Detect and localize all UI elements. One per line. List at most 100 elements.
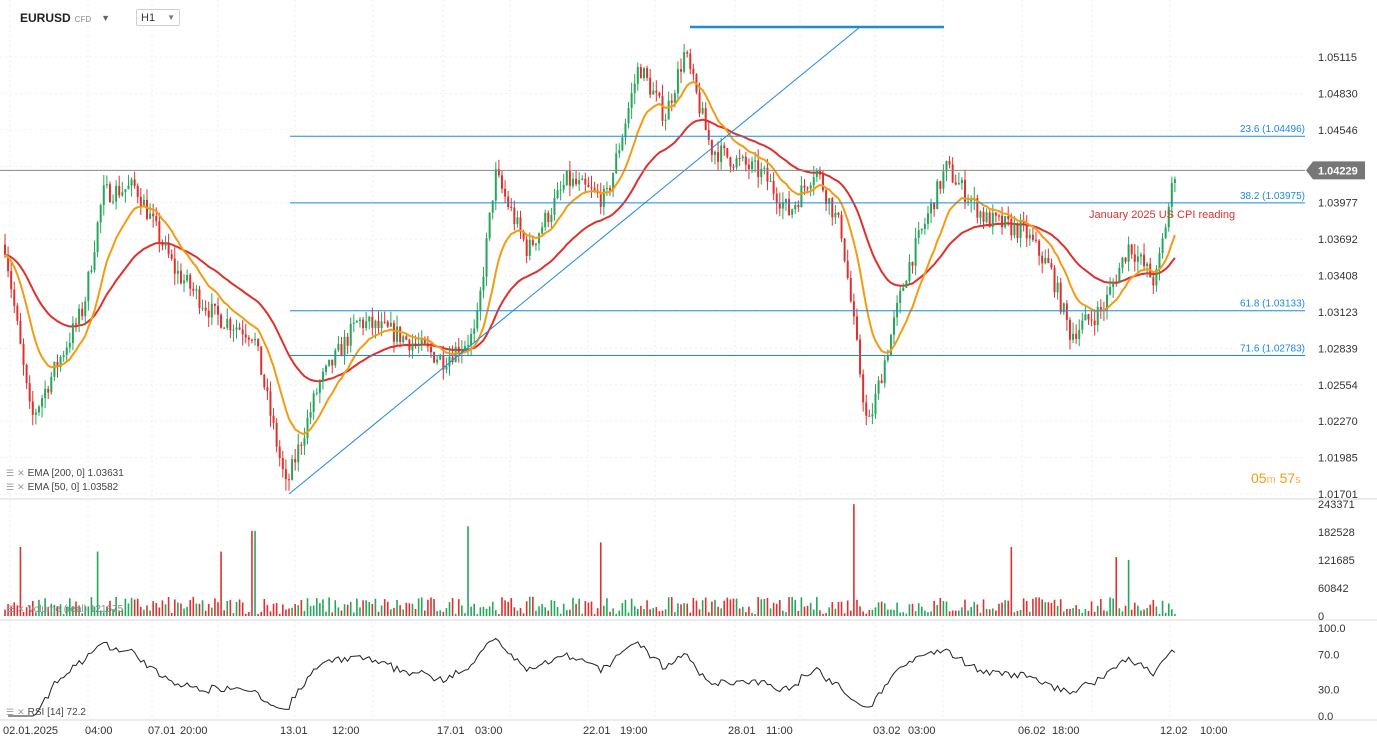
candle-body xyxy=(781,202,784,209)
volume-bar xyxy=(751,612,753,616)
volume-bar xyxy=(1066,609,1068,616)
volume-bar xyxy=(590,601,593,616)
candle-body xyxy=(482,276,485,291)
volume-bar xyxy=(13,602,16,616)
volume-bar xyxy=(359,607,361,616)
candle-body xyxy=(1158,253,1161,270)
close-icon[interactable]: ✕ xyxy=(17,468,25,478)
volume-bar xyxy=(272,603,275,616)
candle-body xyxy=(457,346,460,354)
volume-bar xyxy=(121,609,124,616)
candle-body xyxy=(1013,223,1016,236)
volume-bar xyxy=(874,607,877,616)
volume-bar xyxy=(593,614,596,616)
candle-body xyxy=(1007,216,1010,220)
candle-body xyxy=(612,173,615,191)
volume-bar xyxy=(936,604,939,616)
candle-body xyxy=(352,322,355,324)
candle-body xyxy=(386,321,389,327)
volume-bar xyxy=(1143,609,1145,616)
candle-body xyxy=(1167,206,1170,228)
legend-ema50[interactable]: ☰ ✕ EMA [50, 0] 1.03582 xyxy=(6,482,118,493)
volume-bar xyxy=(211,607,213,616)
volume-bar xyxy=(173,599,176,616)
volume-bar xyxy=(871,609,874,616)
legend-ema200[interactable]: ☰ ✕ EMA [200, 0] 1.03631 xyxy=(6,468,124,479)
candle-body xyxy=(161,242,164,246)
candle-body xyxy=(346,336,349,346)
volume-bar xyxy=(945,601,948,616)
volume-bar xyxy=(41,611,43,616)
candle-body xyxy=(754,160,757,162)
volume-bar xyxy=(951,610,954,616)
candle-body xyxy=(744,156,747,165)
candle-body xyxy=(470,333,473,346)
volume-bar xyxy=(837,601,840,616)
time-tick-label: 17.01 xyxy=(437,725,465,737)
menu-icon[interactable]: ☰ xyxy=(6,707,15,717)
candle-body xyxy=(1010,219,1013,236)
volume-bar xyxy=(1004,600,1006,616)
ema200-line xyxy=(4,118,1176,383)
candle-body xyxy=(201,307,204,309)
candle-body xyxy=(544,212,547,228)
timeframe-select[interactable]: H1 ▼ xyxy=(136,9,180,26)
volume-bar xyxy=(1007,600,1010,616)
volume-bar xyxy=(1100,599,1102,616)
time-tick-label: 13.01 xyxy=(280,725,308,737)
legend-ema200-label: EMA [200, 0] 1.03631 xyxy=(27,468,124,479)
candle-body xyxy=(556,190,559,198)
candle-body xyxy=(627,108,630,124)
symbol-selector[interactable]: EURUSD CFD ▼ xyxy=(20,8,110,28)
candle-body xyxy=(602,188,605,207)
candle-body xyxy=(1093,320,1096,326)
candle-body xyxy=(238,327,241,330)
volume-bar xyxy=(920,606,923,616)
volume-bar xyxy=(241,602,244,616)
candle-body xyxy=(964,179,967,202)
candle-body xyxy=(1016,223,1019,238)
candle-body xyxy=(618,150,621,154)
rsi-line xyxy=(8,637,1176,717)
volume-bar xyxy=(115,596,117,616)
volume-bar xyxy=(964,599,966,616)
candle-body xyxy=(917,230,920,238)
candle-body xyxy=(516,217,519,225)
menu-icon[interactable]: ☰ xyxy=(6,468,15,478)
candle-body xyxy=(1173,179,1176,183)
candle-body xyxy=(1099,307,1102,310)
candle-body xyxy=(31,401,34,415)
chevron-down-icon[interactable]: ▼ xyxy=(101,13,111,23)
volume-bar xyxy=(430,597,432,616)
candle-body xyxy=(392,322,395,342)
volume-bar xyxy=(1161,600,1164,616)
candle-body xyxy=(102,185,105,206)
candle-body xyxy=(436,359,439,363)
candle-body xyxy=(834,212,837,218)
volume-bar xyxy=(513,607,516,616)
volume-bar xyxy=(28,605,31,616)
candle-body xyxy=(868,415,871,417)
instrument-type: CFD xyxy=(74,15,92,24)
candle-body xyxy=(374,320,377,328)
candle-body xyxy=(1124,257,1127,262)
candle-body xyxy=(325,365,328,372)
candle-body xyxy=(56,362,59,367)
menu-icon[interactable]: ☰ xyxy=(6,482,15,492)
volume-bar xyxy=(235,601,238,616)
volume-bar xyxy=(507,601,509,616)
fibonacci-layer: 23.6 (1.04496) 38.2 (1.03975) 61.8 (1.0313… xyxy=(0,25,1305,495)
volume-bar xyxy=(825,613,827,616)
candle-body xyxy=(355,321,358,323)
volume-bar xyxy=(62,614,65,616)
close-icon[interactable]: ✕ xyxy=(17,707,25,717)
close-icon[interactable]: ✕ xyxy=(17,482,25,492)
volume-bar xyxy=(106,606,108,616)
volume-bar xyxy=(890,609,892,616)
close-icon[interactable]: ✕ xyxy=(17,604,25,614)
legend-volume[interactable]: ☰ ✕ Volume (real) 121675 xyxy=(6,604,123,615)
menu-icon[interactable]: ☰ xyxy=(6,604,15,614)
volume-bar xyxy=(519,607,522,616)
legend-rsi[interactable]: ☰ ✕ RSI [14] 72.2 xyxy=(6,707,86,718)
